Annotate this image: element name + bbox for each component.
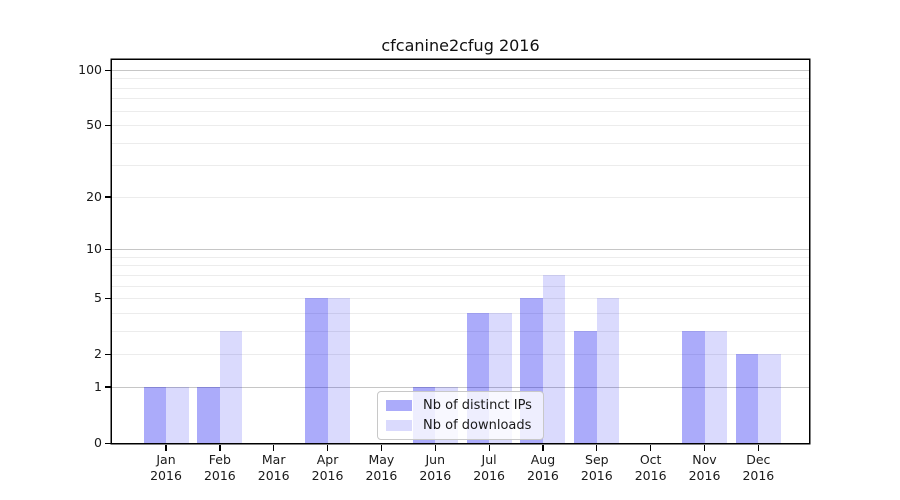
minor-gridline-60 <box>112 110 809 112</box>
bar-downloads-feb <box>219 330 243 443</box>
y-tick-label-0: 0 <box>94 435 102 450</box>
legend-label-distinct-ips: Nb of distinct IPs <box>423 398 532 413</box>
y-tick-mark-5 <box>104 297 111 299</box>
x-tick-mark-oct <box>650 444 652 451</box>
y-tick-mark-100 <box>104 69 111 71</box>
x-tick-label-jul: Jul 2016 <box>473 452 505 483</box>
x-tick-mark-apr <box>326 444 329 451</box>
x-tick-mark-jun <box>434 444 436 451</box>
y-tick-mark-50 <box>104 124 111 127</box>
bar-distinct-ips-nov <box>682 330 705 443</box>
legend-row-downloads: Nb of downloads <box>386 418 535 433</box>
minor-gridline-70 <box>112 98 809 100</box>
y-tick-label-5: 5 <box>94 290 102 306</box>
minor-gridline-40 <box>112 142 809 144</box>
bar-distinct-ips-feb <box>197 386 220 443</box>
y-tick-label-10: 10 <box>86 241 102 257</box>
y-tick-label-1: 1 <box>94 378 102 394</box>
chart-title: cfcanine2cfug 2016 <box>381 36 540 55</box>
y-tick-mark-1 <box>104 386 111 388</box>
y-tick-label-20: 20 <box>86 188 102 204</box>
x-tick-mark-may <box>380 444 383 451</box>
x-tick-label-may: May 2016 <box>365 452 398 483</box>
minor-gridline-7 <box>112 274 809 276</box>
minor-gridline-8 <box>112 265 809 267</box>
x-tick-label-nov: Nov 2016 <box>688 452 721 483</box>
minor-gridline-2 <box>112 354 809 356</box>
x-tick-label-jan: Jan 2016 <box>150 452 182 483</box>
minor-gridline-80 <box>112 87 809 89</box>
minor-gridline-50 <box>112 125 809 127</box>
x-tick-label-sep: Sep 2016 <box>580 452 613 483</box>
legend: Nb of distinct IPs Nb of downloads <box>377 391 544 440</box>
minor-gridline-9 <box>112 256 809 258</box>
y-tick-label-50: 50 <box>86 117 102 133</box>
bar-downloads-apr <box>327 298 351 443</box>
bar-downloads-dec <box>758 354 781 443</box>
x-tick-mark-mar <box>273 444 275 451</box>
minor-gridline-3 <box>112 330 809 332</box>
bar-distinct-ips-dec <box>735 354 759 443</box>
y-tick-label-100: 100 <box>78 62 102 77</box>
plot-area <box>112 60 809 443</box>
minor-gridline-20 <box>112 196 809 198</box>
x-tick-label-mar: Mar 2016 <box>257 452 290 483</box>
x-tick-label-jun: Jun 2016 <box>419 452 452 483</box>
minor-gridline-6 <box>112 285 809 287</box>
x-tick-mark-jan <box>165 444 167 451</box>
decade-gridline-10 <box>112 249 809 251</box>
decade-gridline-100 <box>112 70 809 71</box>
y-tick-mark-10 <box>104 248 111 250</box>
bar-downloads-sep <box>596 298 620 443</box>
x-tick-mark-sep <box>596 444 598 451</box>
legend-label-downloads: Nb of downloads <box>423 418 532 433</box>
bar-distinct-ips-sep <box>574 330 597 443</box>
bar-distinct-ips-apr <box>305 298 328 443</box>
x-tick-mark-feb <box>219 444 221 451</box>
x-tick-label-aug: Aug 2016 <box>527 452 559 483</box>
x-tick-mark-jul <box>488 444 490 451</box>
y-tick-label-2: 2 <box>94 346 102 362</box>
x-tick-label-feb: Feb 2016 <box>203 452 236 483</box>
x-tick-label-oct: Oct 2016 <box>634 452 667 483</box>
y-tick-mark-2 <box>104 353 111 355</box>
x-tick-mark-dec <box>757 444 760 451</box>
legend-row-distinct-ips: Nb of distinct IPs <box>386 398 535 413</box>
x-tick-label-dec: Dec 2016 <box>742 452 775 483</box>
minor-gridline-30 <box>112 165 809 167</box>
y-tick-mark-0 <box>104 442 111 444</box>
downloads-swatch <box>386 420 412 431</box>
minor-gridline-90 <box>112 78 809 80</box>
minor-gridline-4 <box>112 312 809 314</box>
x-tick-label-apr: Apr 2016 <box>311 452 344 483</box>
minor-gridline-5 <box>112 298 809 300</box>
bar-downloads-aug <box>542 274 566 443</box>
decade-gridline-1 <box>112 386 809 388</box>
bar-distinct-ips-jan <box>143 386 166 443</box>
x-tick-mark-aug <box>542 444 544 451</box>
y-tick-mark-20 <box>104 196 111 198</box>
x-tick-mark-nov <box>703 444 706 451</box>
bar-downloads-jan <box>166 386 189 443</box>
bar-downloads-nov <box>704 330 727 443</box>
distinct-ips-swatch <box>386 400 412 411</box>
